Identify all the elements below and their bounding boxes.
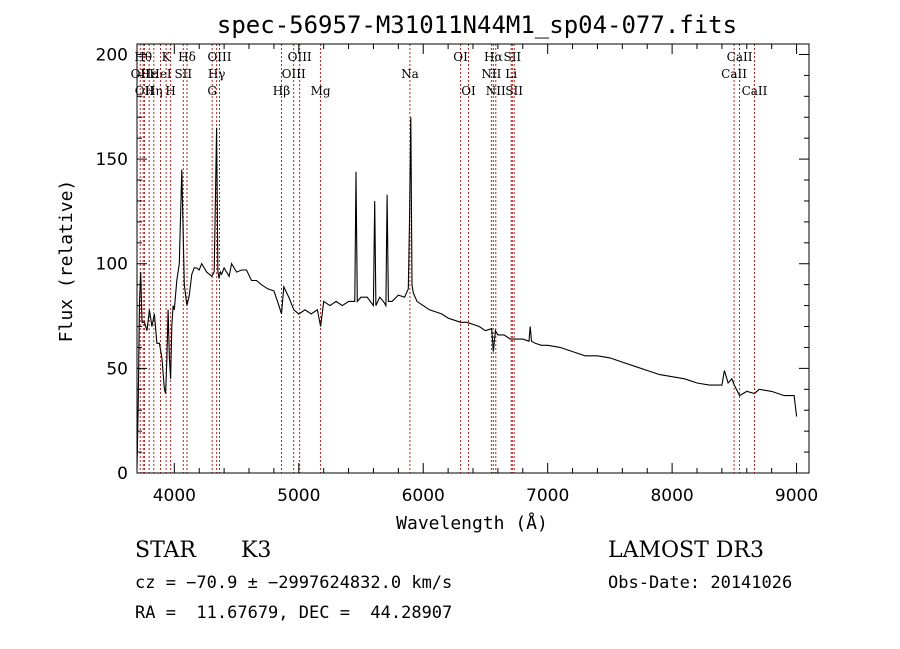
line-label: CaII bbox=[721, 67, 747, 81]
line-label: Hβ bbox=[273, 84, 290, 98]
line-label: CaII bbox=[742, 84, 768, 98]
line-label: OIII bbox=[207, 50, 231, 64]
spectral-line-markers bbox=[139, 44, 755, 473]
class-label: STAR bbox=[135, 538, 196, 563]
x-tick-label: 5000 bbox=[277, 486, 320, 506]
line-label: Li bbox=[505, 67, 517, 81]
y-tick-label: 200 bbox=[96, 45, 128, 65]
line-label: OIII bbox=[288, 50, 312, 64]
y-tick-label: 150 bbox=[96, 150, 128, 170]
line-label: NII bbox=[486, 84, 506, 98]
redshift-readout: cz = −70.9 ± −2997624832.0 km/s bbox=[135, 573, 453, 593]
coordinates-readout: RA = 11.67679, DEC = 44.28907 bbox=[135, 603, 453, 623]
y-axis: 0 50 100 150 200 bbox=[96, 45, 809, 484]
survey-label: LAMOST DR3 bbox=[608, 538, 764, 563]
line-label: SII bbox=[174, 67, 192, 81]
chart-title: spec-56957-M31011N44M1_sp04-077.fits bbox=[217, 11, 737, 39]
line-label: HeI bbox=[149, 67, 172, 81]
line-label: Hε bbox=[141, 67, 158, 81]
line-label: OIII bbox=[282, 67, 306, 81]
x-tick-label: 9000 bbox=[775, 486, 818, 506]
y-tick-label: 100 bbox=[96, 255, 128, 275]
line-label: H bbox=[165, 84, 175, 98]
y-tick-label: 50 bbox=[106, 359, 128, 379]
plot-frame bbox=[136, 43, 810, 474]
line-label: Hη bbox=[145, 84, 163, 98]
line-label: CaII bbox=[727, 50, 753, 64]
subclass-label: K3 bbox=[241, 538, 272, 563]
line-label: OI bbox=[453, 50, 468, 64]
line-label: SII bbox=[505, 84, 523, 98]
spectrum-series bbox=[136, 117, 798, 469]
line-label: Na bbox=[401, 67, 419, 81]
x-axis: 4000 5000 6000 7000 8000 9000 bbox=[153, 44, 818, 506]
x-tick-label: 7000 bbox=[526, 486, 569, 506]
y-tick-label: 0 bbox=[117, 464, 128, 484]
line-label: Hα bbox=[484, 50, 503, 64]
line-label: Mg bbox=[311, 84, 331, 98]
x-tick-label: 4000 bbox=[153, 486, 196, 506]
line-label: Hθ bbox=[134, 50, 152, 64]
x-tick-label: 6000 bbox=[402, 486, 445, 506]
line-label: SII bbox=[503, 50, 521, 64]
line-label: K bbox=[162, 50, 172, 64]
line-label: OII bbox=[135, 84, 155, 98]
line-label: NII bbox=[481, 67, 501, 81]
obs-date: Obs-Date: 20141026 bbox=[608, 573, 793, 593]
y-axis-label: Flux (relative) bbox=[56, 180, 77, 343]
line-label: G bbox=[207, 84, 217, 98]
line-label: OII bbox=[131, 67, 151, 81]
spectral-line-labels: OIIHθOIIHεHηHeIKHSIIHδGHγOIIIHβOIIIOIIIM… bbox=[131, 50, 768, 98]
line-label: Hδ bbox=[178, 50, 196, 64]
x-axis-label: Wavelength (Å) bbox=[396, 512, 548, 534]
line-label: Hγ bbox=[208, 67, 226, 81]
line-label: OI bbox=[461, 84, 476, 98]
x-tick-label: 8000 bbox=[650, 486, 693, 506]
